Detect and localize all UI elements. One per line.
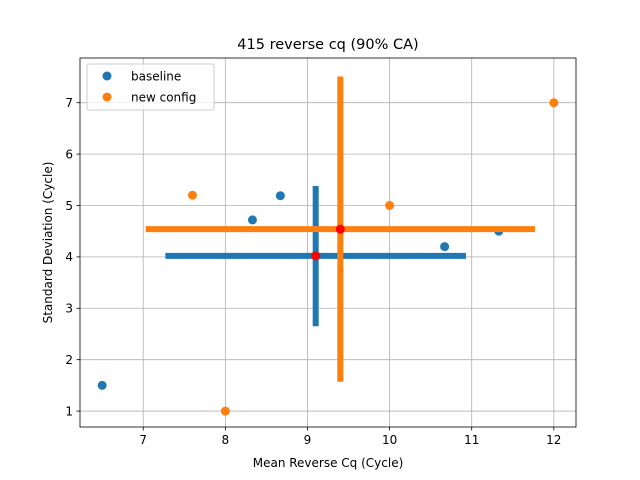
- y-tick-label: 3: [65, 302, 73, 316]
- y-tick-label: 5: [65, 199, 73, 213]
- data-point-new-config: [549, 98, 559, 108]
- data-point-baseline: [97, 380, 107, 390]
- x-tick-label: 7: [139, 433, 147, 447]
- data-point-new-config: [220, 406, 230, 416]
- legend: baseline new config: [86, 63, 215, 111]
- data-point-new-config: [385, 200, 395, 210]
- y-tick-label: 1: [65, 404, 73, 418]
- legend-marker-baseline: [102, 71, 112, 81]
- legend-box: [86, 63, 215, 111]
- y-tick-label: 7: [65, 96, 73, 110]
- plot-marks: [97, 76, 559, 416]
- data-point-baseline: [275, 191, 285, 201]
- x-tick-label: 8: [222, 433, 230, 447]
- x-tick-label: 12: [546, 433, 561, 447]
- data-point-baseline: [247, 215, 257, 225]
- plot-frame: [79, 57, 577, 428]
- legend-label-baseline: baseline: [131, 70, 181, 84]
- data-point-new-config: [188, 190, 198, 200]
- x-tick-label: 11: [464, 433, 479, 447]
- x-tick-label: 10: [382, 433, 397, 447]
- x-axis-label: Mean Reverse Cq (Cycle): [253, 456, 404, 470]
- plot-area: [80, 58, 576, 427]
- y-tick-label: 6: [65, 147, 73, 161]
- center-marker-baseline: [311, 251, 321, 261]
- y-axis-label: Standard Deviation (Cycle): [41, 162, 55, 324]
- x-tick-label: 9: [304, 433, 312, 447]
- legend-label-new-config: new config: [131, 91, 196, 105]
- center-marker-new-config: [335, 224, 345, 234]
- legend-marker-new-config: [102, 92, 112, 102]
- chart-title: 415 reverse cq (90% CA): [237, 37, 418, 53]
- y-tick-label: 2: [65, 353, 73, 367]
- data-point-baseline: [440, 242, 450, 252]
- y-tick-label: 4: [65, 250, 73, 264]
